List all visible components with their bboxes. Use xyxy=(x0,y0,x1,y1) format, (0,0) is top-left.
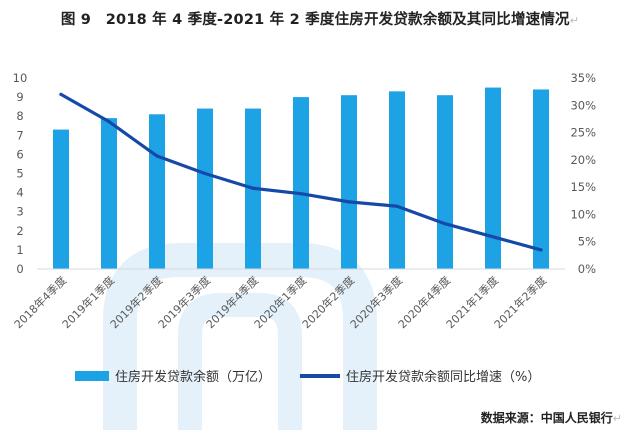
left-tick-label: 4 xyxy=(16,186,23,200)
bar-6 xyxy=(341,95,357,269)
bar-7 xyxy=(389,91,405,270)
left-tick-label: 8 xyxy=(16,109,23,123)
watermark-logo xyxy=(103,243,377,430)
growth-point-5 xyxy=(299,192,303,196)
bar-5 xyxy=(293,97,309,269)
right-tick-label: 0% xyxy=(578,262,596,276)
left-tick-label: 5 xyxy=(16,167,23,181)
growth-point-8 xyxy=(443,222,447,226)
right-axis: 0% 5% 10% 15% 20% 25% 30% 35% xyxy=(570,71,596,276)
left-tick-label: 6 xyxy=(16,147,23,161)
left-tick-label: 10 xyxy=(13,71,28,85)
bar-1 xyxy=(101,118,117,269)
left-tick-label: 1 xyxy=(16,243,23,257)
left-tick-label: 2 xyxy=(16,224,23,238)
right-tick-label: 10% xyxy=(570,207,596,221)
right-tick-label: 20% xyxy=(570,153,596,167)
legend-item-growth: 住房开发贷款余额同比增速（%） xyxy=(300,366,540,385)
left-tick-label: 0 xyxy=(16,262,23,276)
legend-line-swatch xyxy=(300,373,340,378)
legend-label-growth: 住房开发贷款余额同比增速（%） xyxy=(346,370,541,385)
growth-point-1 xyxy=(107,120,111,124)
legend-bar-swatch xyxy=(75,370,109,381)
growth-point-6 xyxy=(347,200,351,204)
growth-point-3 xyxy=(203,171,207,176)
right-tick-label: 35% xyxy=(570,71,596,85)
legend-label-balance: 住房开发贷款余额（万亿） xyxy=(115,370,272,385)
growth-point-7 xyxy=(395,204,399,208)
bar-3 xyxy=(197,108,213,269)
legend-item-balance: 住房开发贷款余额（万亿） xyxy=(75,366,271,385)
right-tick-label: 30% xyxy=(570,98,596,112)
chart-title: 图 9 2018 年 4 季度-2021 年 2 季度住房开发贷款余额及其同比增… xyxy=(60,12,580,28)
right-tick-label: 15% xyxy=(570,180,596,194)
left-axis: 0 1 2 3 4 5 6 7 8 9 10 xyxy=(13,71,28,276)
bar-8 xyxy=(437,95,453,269)
source-note: 数据来源：中国人民银行↵ xyxy=(480,411,622,425)
growth-point-4 xyxy=(251,186,255,190)
growth-point-9 xyxy=(491,235,495,239)
growth-point-2 xyxy=(155,154,159,158)
left-tick-label: 3 xyxy=(16,205,23,219)
right-tick-label: 25% xyxy=(570,126,596,140)
bar-2 xyxy=(149,114,165,269)
growth-point-10 xyxy=(539,248,543,252)
left-tick-label: 7 xyxy=(16,128,23,142)
left-tick-label: 9 xyxy=(16,90,23,104)
growth-point-0 xyxy=(59,92,63,96)
bar-10 xyxy=(533,89,549,270)
line-series xyxy=(59,92,543,252)
bar-series xyxy=(53,87,549,270)
bar-9 xyxy=(485,87,501,269)
bar-0 xyxy=(53,129,69,269)
right-tick-label: 5% xyxy=(578,235,596,249)
